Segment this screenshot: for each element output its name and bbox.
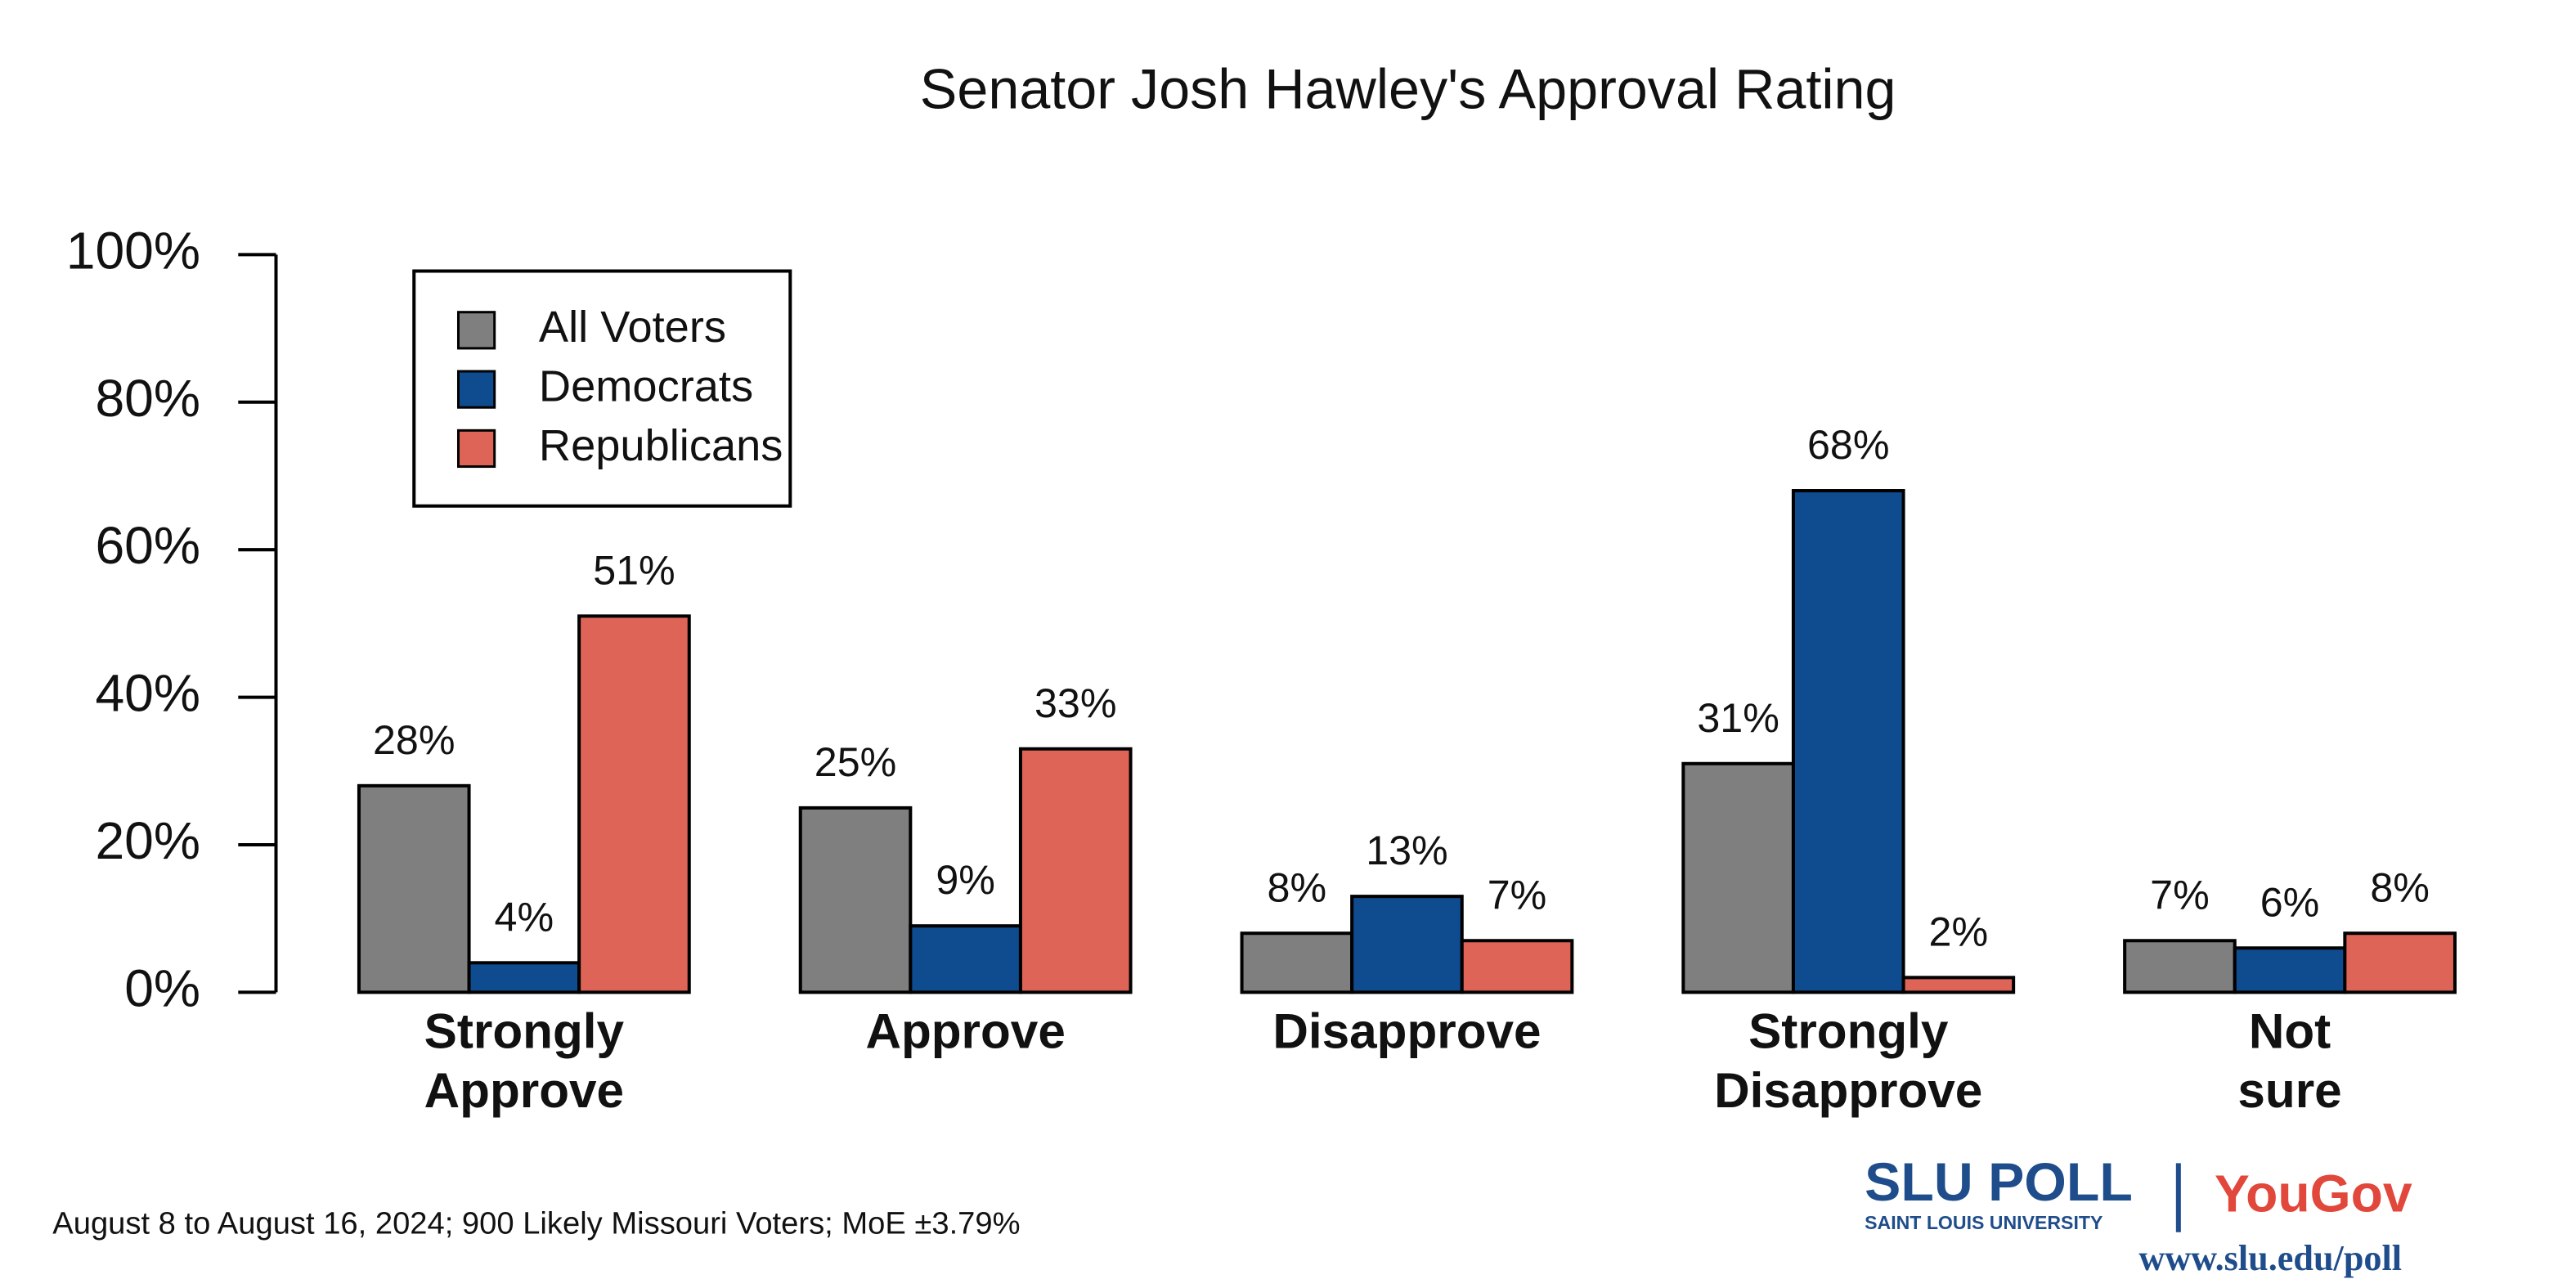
legend-label: Republicans	[539, 421, 783, 470]
value-label: 33%	[1034, 680, 1117, 726]
bar	[2123, 939, 2237, 994]
url: www.slu.edu/poll	[2138, 1238, 2402, 1278]
legend-swatch	[456, 429, 496, 469]
slu-name: SAINT LOUIS UNIVERSITY	[1865, 1212, 2103, 1233]
y-tick-label: 20%	[95, 811, 200, 870]
bar	[1791, 489, 1905, 994]
bar	[1901, 976, 2016, 994]
value-label: 6%	[2260, 879, 2320, 925]
chart-title: Senator Josh Hawley's Approval Rating	[920, 59, 1896, 121]
y-tick-label: 80%	[95, 369, 200, 428]
legend-label: Democrats	[539, 361, 753, 411]
bar	[2233, 946, 2347, 994]
source-note: August 8 to August 16, 2024; 900 Likely …	[52, 1206, 1020, 1241]
x-tick-label: Disapprove	[1272, 1003, 1541, 1059]
value-label: 13%	[1366, 828, 1448, 873]
bar	[1681, 761, 1795, 994]
legend-label: All Voters	[539, 303, 726, 352]
bar	[909, 924, 1022, 994]
x-tick-label: Strongly Approve	[424, 1003, 625, 1118]
y-tick-label: 100%	[66, 221, 200, 280]
bar	[357, 783, 471, 994]
bar	[2343, 931, 2457, 994]
bar	[1350, 895, 1464, 994]
value-label: 2%	[1929, 909, 1989, 954]
x-tick-label: Not sure	[2237, 1003, 2341, 1118]
value-label: 25%	[815, 739, 897, 785]
value-label: 68%	[1807, 422, 1890, 468]
bar	[1018, 747, 1133, 994]
value-label: 4%	[495, 894, 554, 940]
x-tick-label: Strongly Disapprove	[1714, 1003, 1982, 1118]
bar	[1240, 931, 1354, 994]
value-label: 51%	[593, 547, 675, 593]
legend-swatch	[456, 311, 496, 350]
y-tick-label: 60%	[95, 516, 200, 575]
value-label: 8%	[2370, 864, 2430, 910]
value-label: 8%	[1268, 864, 1327, 910]
value-label: 7%	[1488, 872, 1547, 918]
y-tick-label: 40%	[95, 664, 200, 723]
slu-poll-logo: SLU POLL	[1865, 1152, 2133, 1213]
yougov-logo: YouGov	[2215, 1164, 2412, 1223]
value-label: 31%	[1697, 695, 1779, 741]
value-label: 7%	[2150, 872, 2210, 918]
value-label: 9%	[936, 857, 995, 903]
bar	[798, 806, 913, 994]
bar	[467, 961, 581, 994]
value-label: 28%	[373, 717, 456, 763]
y-tick-label: 0%	[124, 958, 200, 1017]
bar	[577, 614, 691, 994]
legend-swatch	[456, 370, 496, 409]
bar	[1460, 939, 1574, 994]
x-tick-label: Approve	[865, 1003, 1065, 1059]
